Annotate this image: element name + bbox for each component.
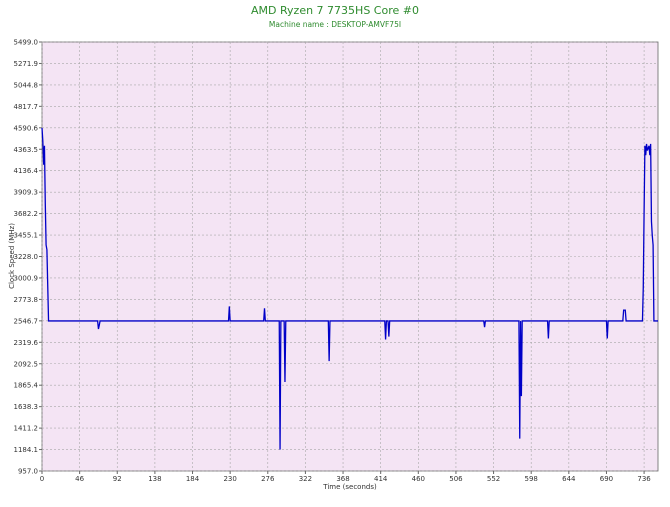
y-axis-label: Clock Speed (MHz) xyxy=(8,223,16,289)
y-tick-label: 3909.3 xyxy=(14,189,39,197)
y-tick-label: 4817.7 xyxy=(14,103,39,111)
y-tick-label: 3455.1 xyxy=(14,232,39,240)
y-tick-label: 1865.4 xyxy=(14,382,39,390)
x-tick-label: 230 xyxy=(223,475,236,483)
x-tick-label: 138 xyxy=(148,475,161,483)
chart-title: AMD Ryzen 7 7735HS Core #0 xyxy=(251,4,419,17)
y-tick-label: 3682.2 xyxy=(14,210,39,218)
x-tick-label: 506 xyxy=(449,475,463,483)
y-tick-label: 5499.0 xyxy=(14,39,39,47)
y-tick-label: 5271.9 xyxy=(14,60,39,68)
y-tick-label: 2773.8 xyxy=(14,296,39,304)
x-tick-label: 414 xyxy=(374,475,388,483)
x-tick-label: 322 xyxy=(299,475,312,483)
data-line xyxy=(41,127,658,450)
y-tick-label: 5044.8 xyxy=(14,81,39,89)
y-tick-label: 2546.7 xyxy=(14,317,39,325)
y-tick-label: 1638.3 xyxy=(14,403,39,411)
x-tick-label: 736 xyxy=(637,475,651,483)
x-tick-label: 46 xyxy=(75,475,84,483)
x-tick-label: 690 xyxy=(600,475,613,483)
y-tick-label: 957.0 xyxy=(18,468,38,476)
y-tick-label: 2092.5 xyxy=(14,360,39,368)
y-tick-label: 2319.6 xyxy=(14,339,39,347)
y-tick-label: 4590.6 xyxy=(14,124,39,132)
y-tick-label: 4136.4 xyxy=(14,167,39,175)
x-tick-label: 368 xyxy=(336,475,349,483)
x-tick-label: 184 xyxy=(186,475,200,483)
x-tick-label: 92 xyxy=(113,475,122,483)
y-tick-label: 3228.0 xyxy=(14,253,39,261)
chart-subtitle: Machine name : DESKTOP-AMVF75I xyxy=(269,20,401,29)
x-tick-label: 460 xyxy=(412,475,425,483)
x-tick-label: 552 xyxy=(487,475,500,483)
x-tick-label: 598 xyxy=(525,475,538,483)
y-tick-label: 1411.2 xyxy=(14,425,39,433)
x-tick-label: 276 xyxy=(261,475,275,483)
y-tick-label: 1184.1 xyxy=(14,446,39,454)
y-tick-label: 4363.5 xyxy=(14,146,39,154)
x-axis-label: Time (seconds) xyxy=(322,483,377,491)
y-tick-label: 3000.9 xyxy=(14,274,39,282)
x-tick-label: 0 xyxy=(40,475,44,483)
x-tick-label: 644 xyxy=(562,475,576,483)
